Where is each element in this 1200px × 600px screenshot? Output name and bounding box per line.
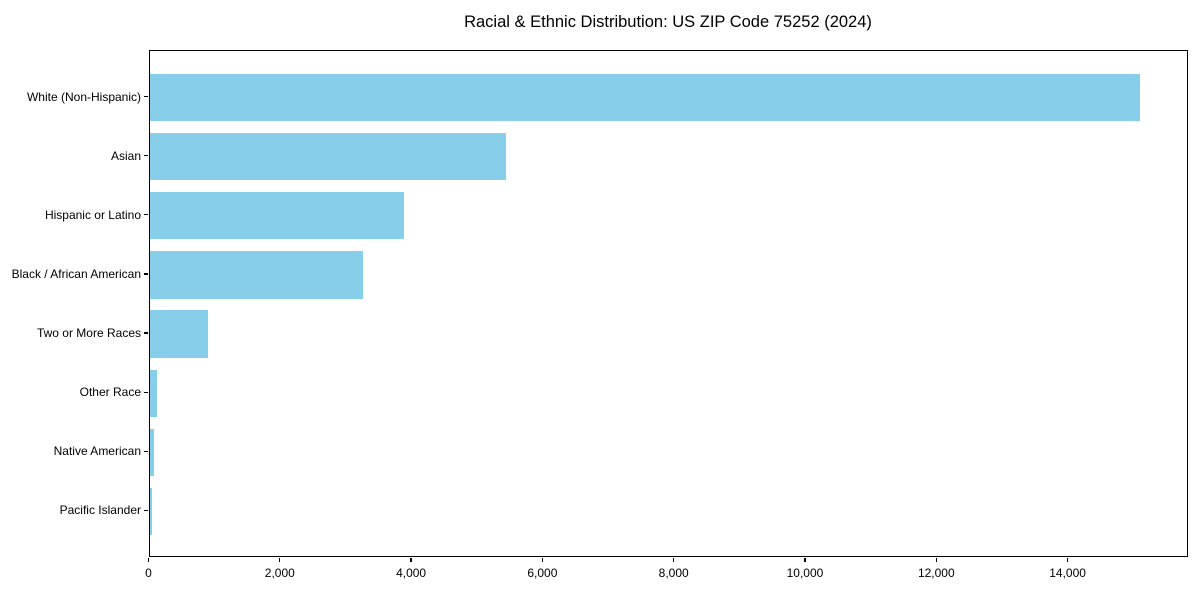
x-tick-mark	[410, 558, 412, 562]
bar-hispanic-or-latino	[149, 192, 404, 240]
y-tick-mark	[144, 391, 148, 393]
y-tick-label: Hispanic or Latino	[44, 207, 141, 222]
y-tick-mark	[144, 332, 148, 334]
bar-two-or-more-races	[149, 310, 209, 358]
y-tick-mark	[144, 96, 148, 98]
x-tick-label: 14,000	[1049, 566, 1086, 580]
y-tick-label: Asian	[110, 148, 141, 163]
bar-black-african-american	[149, 251, 364, 299]
x-tick-label: 8,000	[658, 566, 689, 580]
bar-white-non-hispanic	[149, 74, 1140, 122]
y-tick-mark	[144, 450, 148, 452]
x-tick-mark	[804, 558, 806, 562]
x-tick-label: 6,000	[527, 566, 558, 580]
bar-asian	[149, 133, 506, 181]
y-tick-mark	[144, 509, 148, 511]
x-tick-label: 0	[145, 566, 152, 580]
y-tick-label: Other Race	[79, 385, 141, 400]
plot-area	[148, 50, 1188, 557]
y-tick-label: Native American	[53, 444, 141, 459]
y-tick-label: Black / African American	[11, 266, 141, 281]
bar-other-race	[149, 369, 158, 417]
x-tick-label: 12,000	[917, 566, 955, 580]
x-tick-mark	[935, 558, 937, 562]
x-tick-mark	[541, 558, 543, 562]
x-tick-label: 2,000	[264, 566, 295, 580]
x-tick-mark	[1066, 558, 1069, 562]
y-tick-label: Two or More Races	[36, 326, 141, 341]
bar-native-american	[149, 428, 155, 476]
x-tick-label: 10,000	[786, 566, 824, 580]
x-tick-mark	[279, 558, 281, 562]
y-tick-mark	[144, 155, 148, 157]
y-tick-label: Pacific Islander	[59, 503, 141, 518]
y-tick-mark	[144, 273, 148, 275]
x-tick-mark	[147, 558, 150, 562]
y-tick-label: White (Non-Hispanic)	[26, 89, 141, 104]
y-tick-mark	[144, 214, 148, 216]
bar-pacific-islander	[149, 487, 153, 535]
chart-title: Racial & Ethnic Distribution: US ZIP Cod…	[464, 13, 872, 31]
x-tick-mark	[673, 558, 675, 562]
x-tick-label: 4,000	[396, 566, 427, 580]
